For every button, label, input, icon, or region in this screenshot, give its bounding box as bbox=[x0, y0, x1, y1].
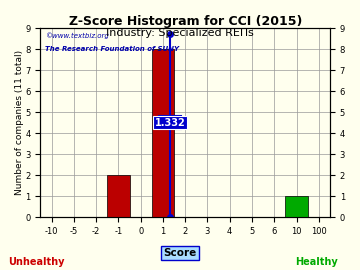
Bar bbox=[107, 175, 130, 217]
Text: Unhealthy: Unhealthy bbox=[8, 256, 64, 266]
Text: ©www.textbiz.org: ©www.textbiz.org bbox=[45, 33, 109, 39]
Title: Z-Score Histogram for CCI (2015): Z-Score Histogram for CCI (2015) bbox=[68, 15, 302, 28]
Text: Industry: Specialized REITs: Industry: Specialized REITs bbox=[106, 28, 254, 38]
Bar bbox=[285, 196, 308, 217]
Y-axis label: Number of companies (11 total): Number of companies (11 total) bbox=[15, 50, 24, 195]
Text: Score: Score bbox=[163, 248, 197, 258]
Text: The Research Foundation of SUNY: The Research Foundation of SUNY bbox=[45, 46, 179, 52]
Bar bbox=[152, 49, 174, 217]
Text: 1.332: 1.332 bbox=[155, 118, 186, 128]
Text: Healthy: Healthy bbox=[296, 256, 338, 266]
